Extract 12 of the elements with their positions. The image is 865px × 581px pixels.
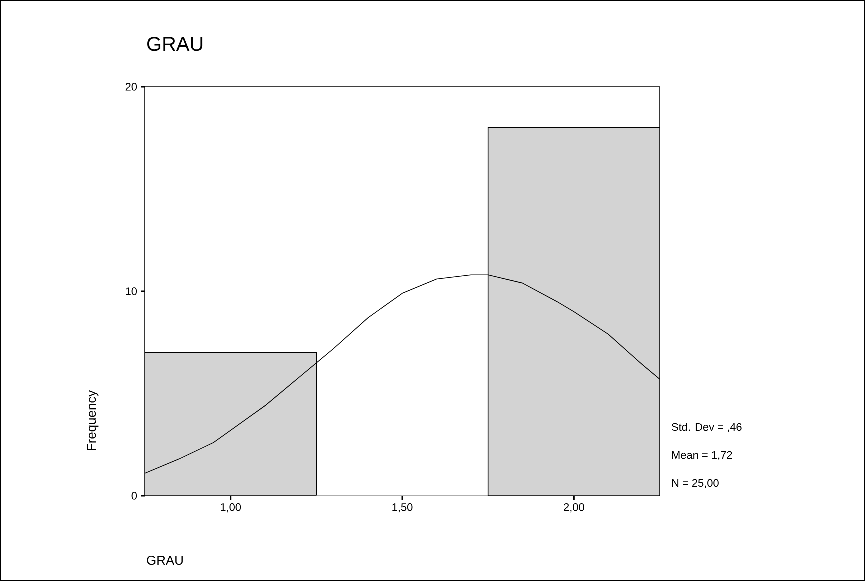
y-axis-title: Frequency xyxy=(87,390,99,451)
chart-title: GRAU xyxy=(148,37,203,52)
text: N = 25,00 xyxy=(672,479,719,488)
y-tick-label: 0 xyxy=(132,492,138,500)
text: Mean = 1,72 xyxy=(672,451,732,460)
y-tick-label: 20 xyxy=(126,83,138,91)
text: Std. Dev = ,46 xyxy=(672,423,742,432)
x-tick-label: 2,00 xyxy=(564,504,584,513)
x-axis-title: GRAU xyxy=(147,556,183,566)
x-tick-label: 1,00 xyxy=(221,504,242,513)
y-tick-label: 10 xyxy=(126,288,138,296)
x-tick-label: 1,50 xyxy=(392,504,413,513)
